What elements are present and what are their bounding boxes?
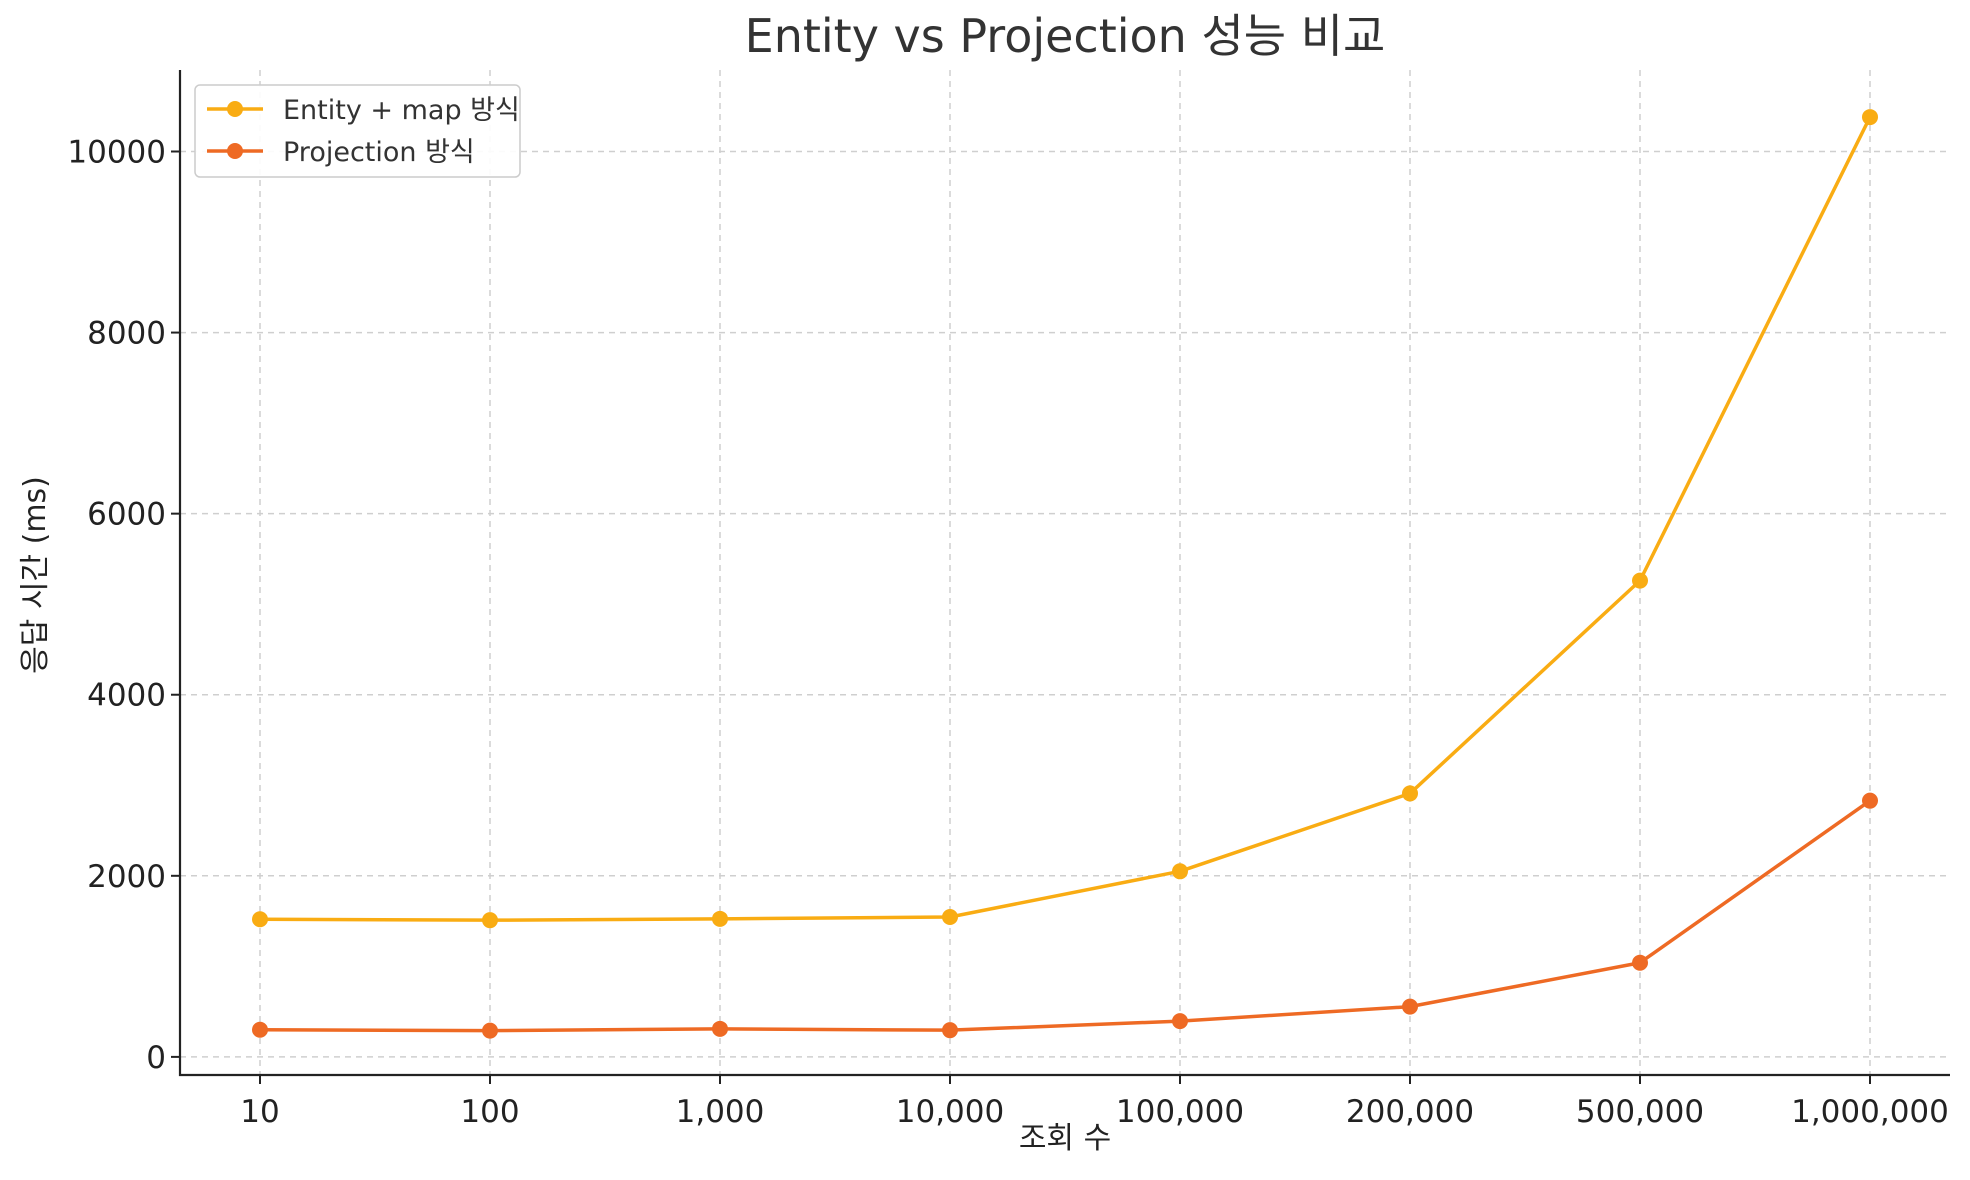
legend-label: Entity + map 방식 (283, 95, 520, 126)
y-tick-label: 8000 (87, 316, 166, 352)
x-tick-label: 10 (240, 1094, 279, 1130)
axes: 10 100 1,000 10,000 100,000 200,000 500,000 1,0… (67, 70, 1950, 1130)
legend: Entity + map 방식 Projection 방식 (194, 84, 521, 178)
data-point (1402, 998, 1418, 1015)
data-point (712, 910, 728, 927)
legend-box (194, 84, 521, 178)
y-tick-label: 0 (146, 1040, 166, 1076)
data-point (1172, 1013, 1188, 1030)
x-tick-label: 10,000 (896, 1094, 1004, 1130)
x-tick-label: 100,000 (1116, 1094, 1244, 1130)
grid-lines (180, 70, 1950, 1075)
data-point (1402, 785, 1418, 802)
data-point (1632, 572, 1648, 589)
series-line (259, 116, 1872, 922)
x-tick-label: 200,000 (1346, 1094, 1474, 1130)
data-point (712, 1020, 728, 1037)
data-point (942, 909, 958, 926)
x-tick-label: 1,000 (676, 1094, 765, 1130)
data-point (482, 1022, 498, 1039)
data-point (482, 912, 498, 929)
x-axis-label: 조회 수 (1019, 1121, 1111, 1156)
legend-label: Projection 방식 (283, 137, 475, 168)
data-point (1862, 109, 1878, 126)
y-tick-label: 10000 (67, 134, 166, 170)
y-axis-label: 응답 시간 (ms) (18, 476, 53, 674)
series-layer (252, 109, 1878, 1039)
data-point (1862, 792, 1878, 809)
data-point (252, 1021, 268, 1038)
y-tick-label: 2000 (87, 859, 166, 895)
y-tick-label: 4000 (87, 678, 166, 714)
data-point (942, 1022, 958, 1039)
chart-title: Entity vs Projection 성능 비교 (745, 9, 1386, 63)
y-tick-label: 6000 (87, 497, 166, 533)
x-tick-label: 100 (460, 1094, 519, 1130)
series-1 (252, 109, 1878, 929)
data-point (1172, 863, 1188, 880)
series-2 (252, 792, 1878, 1039)
data-point (1632, 954, 1648, 971)
legend-swatch-marker (227, 143, 243, 159)
x-tick-label: 500,000 (1576, 1094, 1704, 1130)
series-line (259, 799, 1872, 1033)
legend-swatch-marker (227, 101, 243, 117)
legend-item: Entity + map 방식 (207, 95, 520, 126)
axis-spines (178, 70, 1950, 1077)
data-point (252, 911, 268, 928)
legend-item: Projection 방식 (207, 137, 475, 168)
x-tick-label: 1,000,000 (1791, 1094, 1949, 1130)
